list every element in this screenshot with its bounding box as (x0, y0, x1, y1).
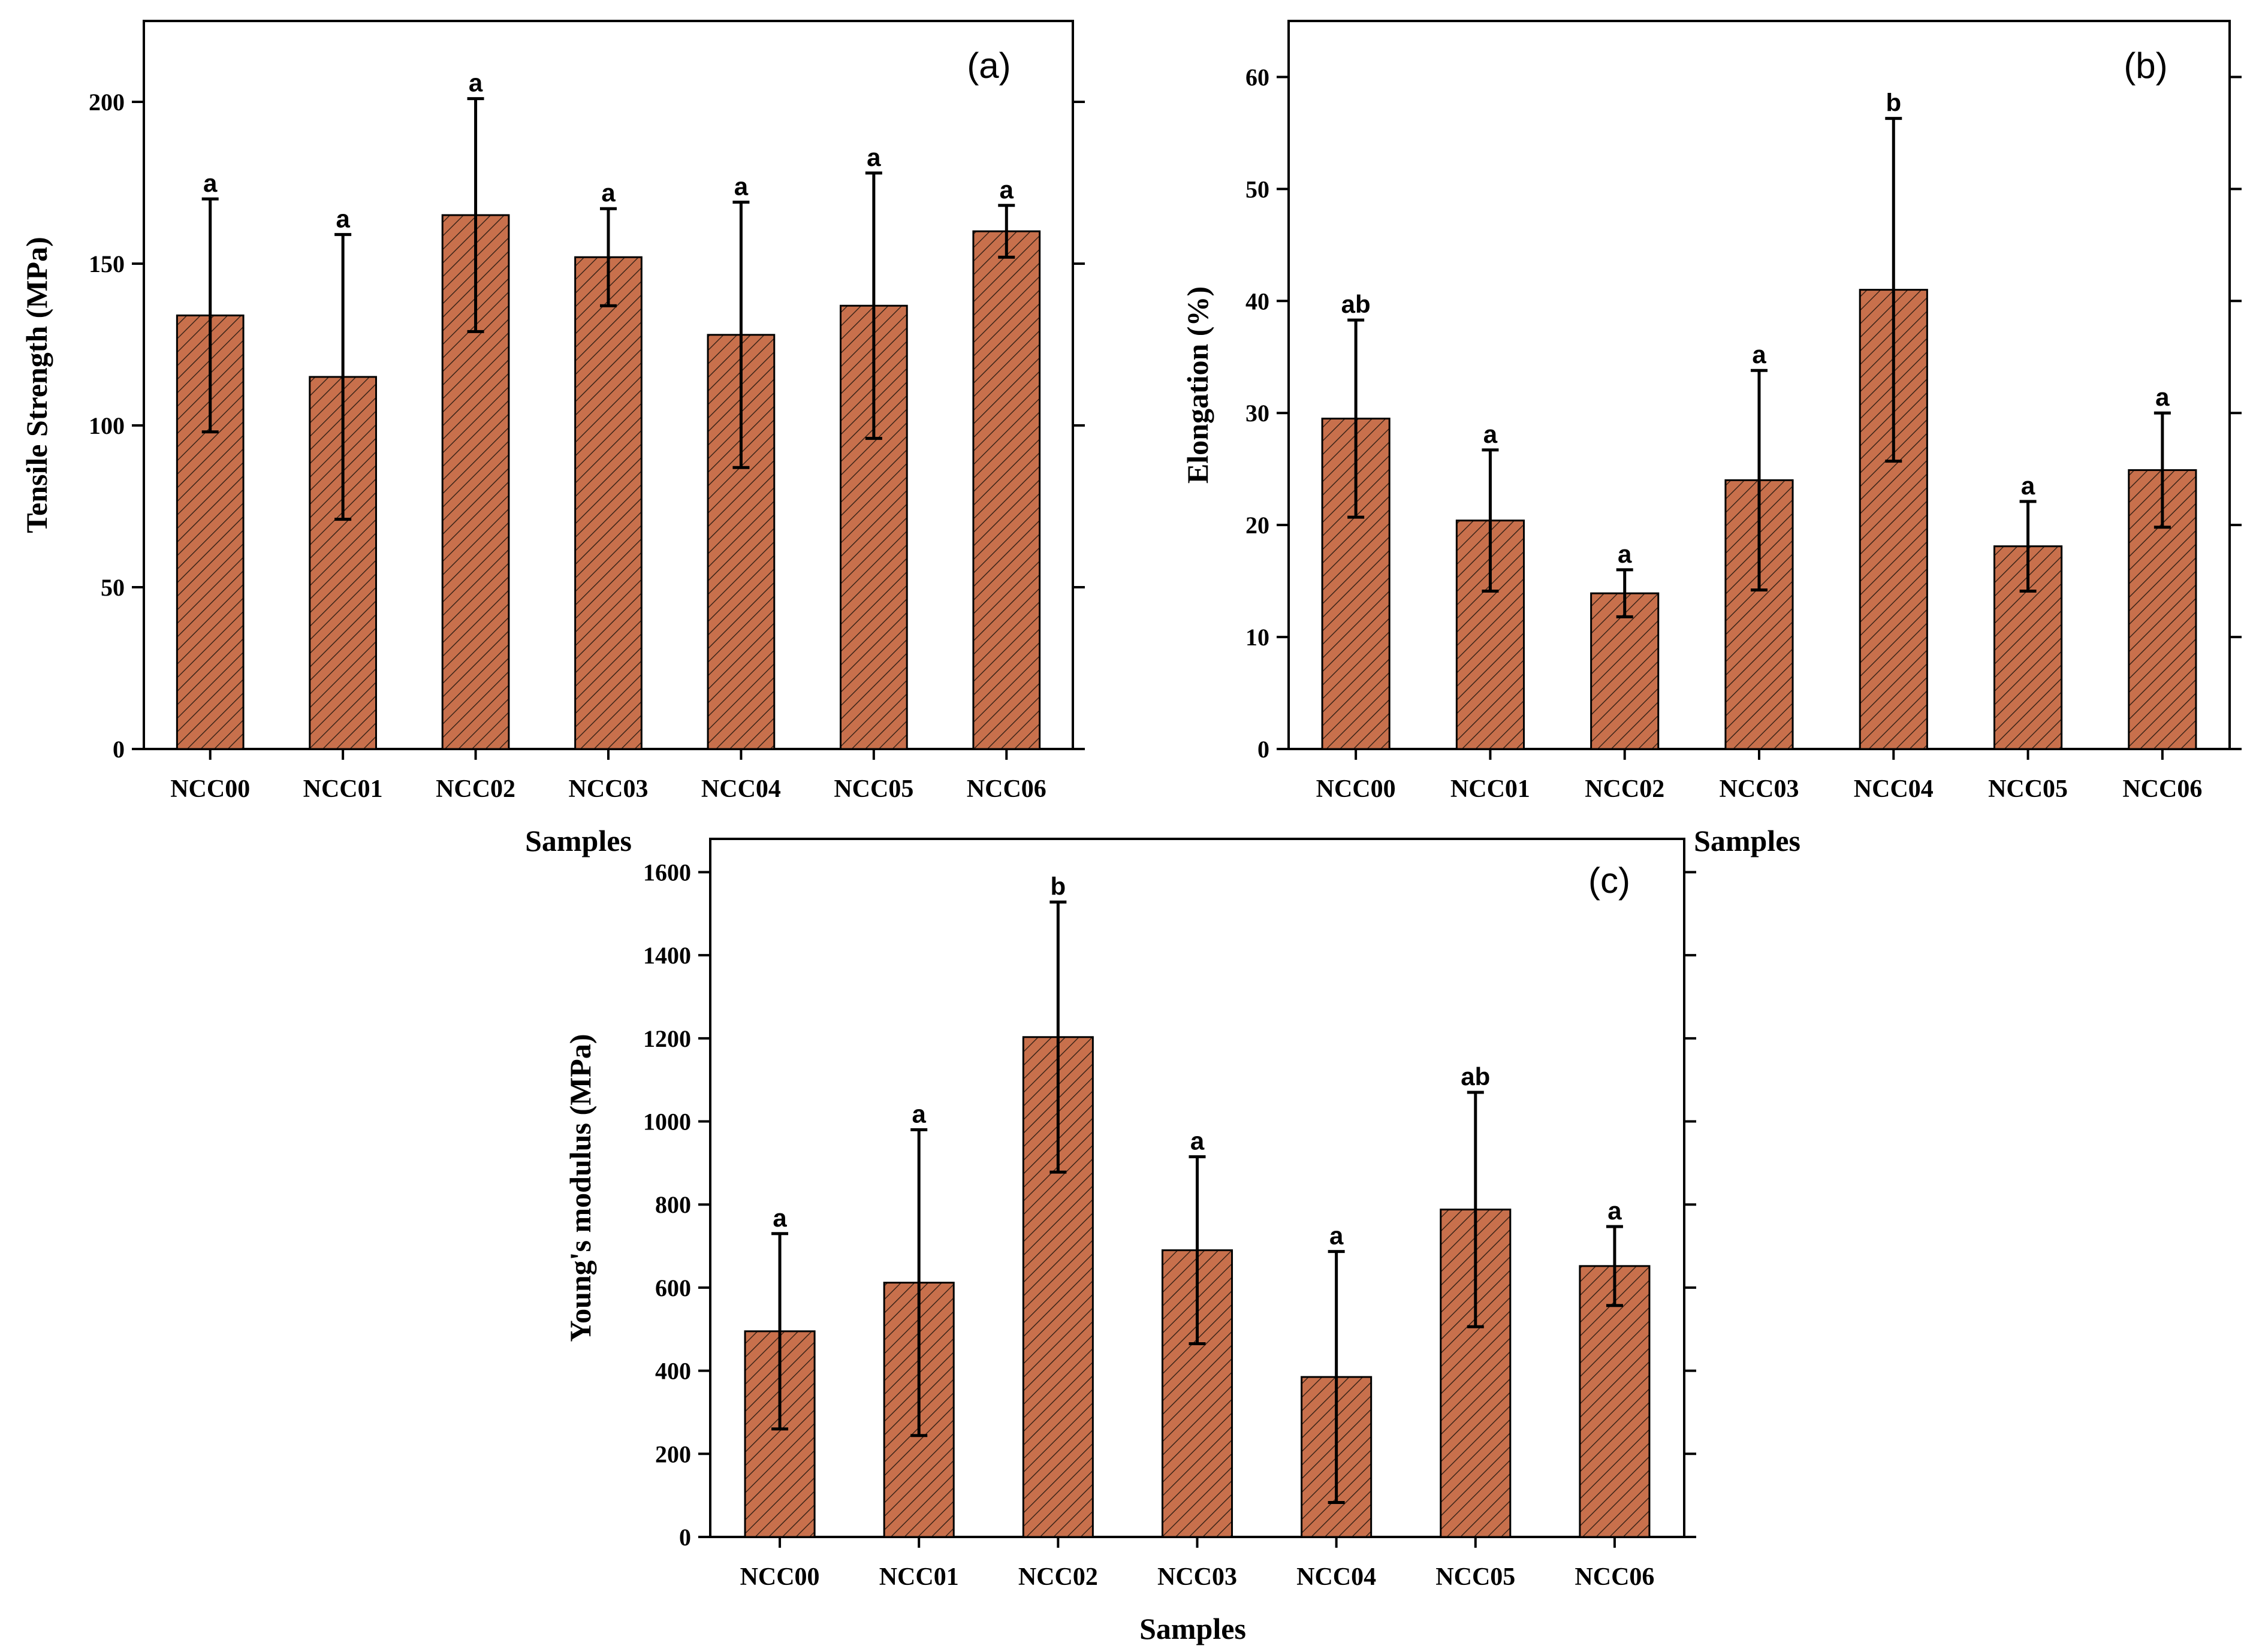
significance-label: a (1618, 540, 1632, 568)
y-tick-label: 1000 (643, 1109, 691, 1135)
x-tick-label: NCC03 (1157, 1563, 1237, 1591)
x-tick-label: NCC01 (879, 1563, 959, 1591)
y-tick-label: 100 (89, 412, 125, 439)
y-tick-label: 1200 (643, 1025, 691, 1052)
significance-label: a (734, 172, 749, 200)
y-tick-label: 40 (1245, 288, 1269, 315)
significance-label: a (601, 179, 616, 207)
chart-panel-c: 0 200 400 600 800 1000 1200 1400 1600 a NCC00 a NCC0… (563, 838, 1696, 1645)
bar-ncc02 (1022, 1036, 1094, 1538)
x-tick-label: NCC03 (1720, 775, 1799, 803)
significance-label: a (867, 143, 881, 171)
significance-label: a (773, 1204, 787, 1232)
y-axis-title: Young's modulus (MPa) (563, 1034, 597, 1342)
y-tick-label: 10 (1245, 624, 1269, 651)
x-tick-label: NCC04 (1296, 1563, 1376, 1591)
x-tick-label: NCC01 (303, 775, 383, 803)
y-tick-label: 20 (1245, 512, 1269, 539)
x-tick-label: NCC03 (569, 775, 649, 803)
significance-label: a (203, 169, 218, 197)
significance-label: a (1483, 420, 1498, 448)
y-tick-label: 0 (679, 1524, 691, 1551)
bar-ncc02 (1590, 592, 1660, 750)
y-tick-label: 200 (89, 89, 125, 116)
y-tick-label: 1600 (643, 859, 691, 886)
x-tick-label: NCC00 (1316, 775, 1396, 803)
y-tick-label: 400 (655, 1358, 691, 1385)
significance-label: ab (1341, 290, 1371, 318)
x-tick-label: NCC06 (2122, 775, 2202, 803)
x-tick-label: NCC02 (1585, 775, 1664, 803)
significance-label: a (2155, 383, 2170, 411)
x-tick-label: NCC02 (436, 775, 515, 803)
panel-label: (c) (1588, 860, 1630, 901)
x-tick-label: NCC00 (740, 1563, 820, 1591)
y-tick-label: 600 (655, 1275, 691, 1301)
y-tick-label: 200 (655, 1440, 691, 1467)
x-tick-label: NCC05 (1988, 775, 2068, 803)
bar-ncc03 (574, 256, 643, 750)
x-tick-label: NCC04 (1854, 775, 1934, 803)
y-tick-label: 0 (1257, 736, 1269, 763)
x-tick-label: NCC04 (701, 775, 781, 803)
y-axis-title: Elongation (%) (1181, 286, 1214, 484)
significance-label: ab (1461, 1062, 1490, 1091)
chart-panel-b: 0 10 20 30 40 50 60 ab NCC00 a NCC01 a NCC02 a NCC03 b N… (1181, 20, 2242, 857)
y-tick-label: 800 (655, 1191, 691, 1218)
x-tick-label: NCC05 (834, 775, 913, 803)
x-axis-title: Samples (525, 824, 632, 857)
y-tick-label: 60 (1245, 64, 1269, 90)
significance-label: a (2021, 472, 2035, 500)
x-tick-label: NCC06 (1575, 1563, 1654, 1591)
y-tick-label: 1400 (643, 942, 691, 969)
chart-panel-a: 0 50 100 150 200 a NCC00 a NCC01 a NCC02 a NCC03 a NCC… (20, 20, 1085, 857)
significance-label: a (1000, 176, 1014, 204)
significance-label: b (1886, 89, 1901, 117)
y-tick-label: 50 (1245, 176, 1269, 203)
x-tick-label: NCC06 (967, 775, 1046, 803)
x-tick-label: NCC05 (1435, 1563, 1515, 1591)
x-tick-label: NCC01 (1450, 775, 1530, 803)
panel-label: (a) (967, 46, 1011, 86)
significance-label: a (469, 69, 483, 97)
x-axis-title: Samples (1694, 824, 1800, 857)
y-axis-title: Tensile Strength (MPa) (20, 237, 53, 533)
significance-label: a (1752, 340, 1766, 369)
y-tick-label: 30 (1245, 400, 1269, 427)
significance-label: a (1190, 1126, 1205, 1155)
x-axis-title: Samples (1139, 1612, 1246, 1645)
y-tick-label: 150 (89, 250, 125, 277)
y-tick-label: 0 (113, 736, 125, 763)
y-tick-label: 50 (101, 574, 125, 601)
significance-label: a (336, 204, 350, 232)
x-tick-label: NCC02 (1018, 1563, 1098, 1591)
x-tick-label: NCC00 (170, 775, 250, 803)
bar-ncc06 (972, 230, 1041, 750)
significance-label: a (912, 1100, 927, 1128)
panel-label: (b) (2124, 46, 2167, 86)
significance-label: b (1051, 872, 1066, 900)
significance-label: a (1329, 1222, 1344, 1250)
significance-label: a (1607, 1197, 1622, 1225)
bar-ncc06 (1579, 1265, 1651, 1538)
